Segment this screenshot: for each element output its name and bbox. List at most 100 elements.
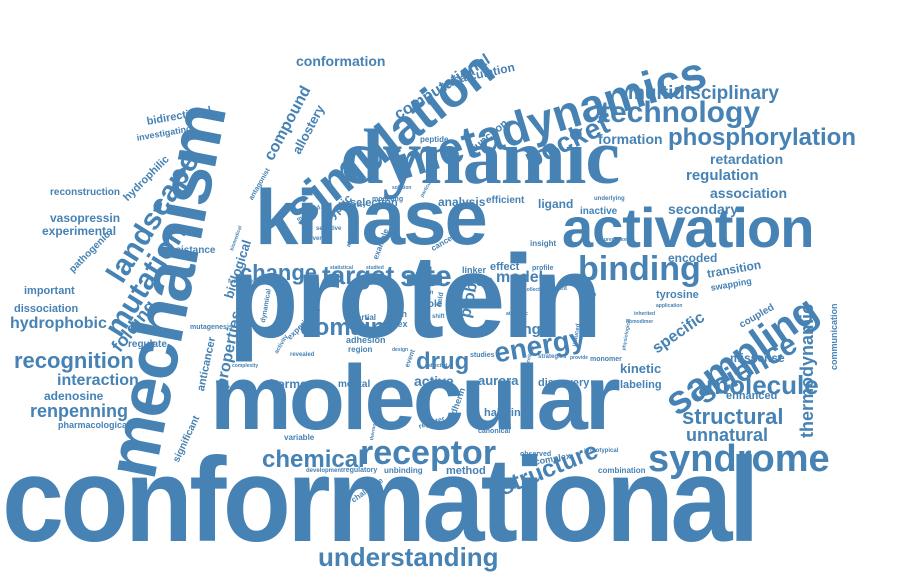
word-phosphorylation: phosphorylation [668,124,856,151]
word-kinetic: kinetic [620,361,662,376]
word-efficient: efficient [486,195,525,206]
word-adhesion: adhesion [346,335,386,345]
word-active: active [414,373,454,389]
word-conformational: conformational [2,433,760,567]
word-variable: variable [284,433,315,442]
word-thermodynamic: thermodynamic [797,303,817,438]
word-change: change [240,260,318,285]
word-shift: shift [432,314,445,320]
word-specific: specific [649,308,708,358]
word-understanding: understanding [318,542,499,572]
word-association: association [710,185,788,201]
word-atomistic: atomistic [506,311,528,317]
word-profile: profile [532,265,554,272]
word-selective: selective [316,226,342,232]
word-combination: combination [598,466,646,475]
word-regulatory: regulatory [343,467,378,474]
word-model: model [496,269,544,286]
word-technology: technology [600,96,761,129]
word-analysis: analysis [438,195,486,209]
word-hairpin: hairpin [484,407,521,419]
word-unbinding: unbinding [384,466,423,475]
word-chemical: chemical [262,446,365,473]
word-affected: affected [428,363,448,369]
word-important: important [24,285,75,297]
word-secondary: secondary [668,201,739,217]
word-encoded: encoded [668,251,718,265]
word-regulate: regulate [128,339,167,350]
word-adenosine: adenosine [44,389,104,403]
word-complexity: complexity [232,363,259,369]
word-regulation: regulation [686,167,759,184]
word-drug: drug [416,348,470,375]
word-molecular: molecular [210,347,621,449]
word-effect: effect [490,261,520,273]
word-dynamic: dynamic [340,113,620,200]
word-binding: binding [578,250,701,288]
word-modeling: modeling [372,196,404,203]
word-vasopressin: vasopressin [50,211,121,225]
word-selection: selection [350,197,398,209]
word-renpenning: renpenning [30,401,128,421]
word-monomer: monomer [590,356,622,363]
word-studies: studies [470,352,495,359]
word-kinase: kinase [255,173,488,261]
word-enhanced: enhanced [726,390,778,402]
word-hydrophobic: hydrophobic [10,315,107,332]
word-tyrosine: tyrosine [656,289,699,301]
word-site: site [400,260,452,293]
word-free: free [464,273,494,290]
word-revealed: revealed [290,352,315,358]
word-application: application [656,303,683,309]
word-underlying: underlying [594,196,625,202]
word-single: single [510,321,554,338]
word-multidisciplinary: multidisciplinary [628,83,779,104]
word-domain: domain [300,314,386,341]
word-linker: linker [462,265,487,275]
word-role: role [424,299,443,310]
word-formation: formation [598,131,663,147]
word-protein: protein [228,231,602,363]
word-chemistry: chemistry [342,203,366,209]
word-observed: observed [520,451,552,458]
word-form: form [420,290,434,296]
word-resistance: resistance [166,245,216,256]
word-region: region [348,345,373,354]
word-studied: studied [366,265,384,271]
word-provide: provide [570,355,589,361]
word-target: target [322,260,395,290]
word-discovery: discovery [538,377,590,389]
word-partial: partial [352,313,377,322]
word-hormone: hormone [270,377,322,391]
word-mental: mental [338,379,371,390]
word-statistical: statistical [330,265,354,271]
word-molecule: molecule [706,370,819,400]
word-peptide: peptide [420,135,449,144]
word-pharmacological: pharmacological [58,420,130,430]
word-retardation: retardation [710,151,784,167]
word-design: design [392,347,409,353]
word-prediction: prediction [604,237,629,243]
word-structural: structural [682,404,784,429]
word-missense: missense [730,351,785,365]
word-dissociation: dissociation [14,303,79,315]
word-receptor: receptor [360,434,497,472]
word-recognition: recognition [14,348,134,373]
word-experimental: experimental [42,224,117,238]
word-physiological: physiological [621,318,633,351]
word-reconstruction: reconstruction [50,187,121,198]
word-conformation: conformation [296,53,386,69]
word-labeling: labeling [620,379,662,391]
word-path: path [388,309,407,319]
word-development: development [306,468,344,474]
word-strategies: strategies [538,354,567,360]
word-aurora: aurora [478,373,519,388]
word-canonical: canonical [478,428,511,435]
word-index: index [384,319,408,329]
word-communication: communication [829,303,839,370]
word-ligand: ligand [538,197,574,211]
word-interaction: interaction [57,372,139,389]
word-unnatural: unnatural [686,425,769,445]
word-inactive: inactive [580,206,618,217]
